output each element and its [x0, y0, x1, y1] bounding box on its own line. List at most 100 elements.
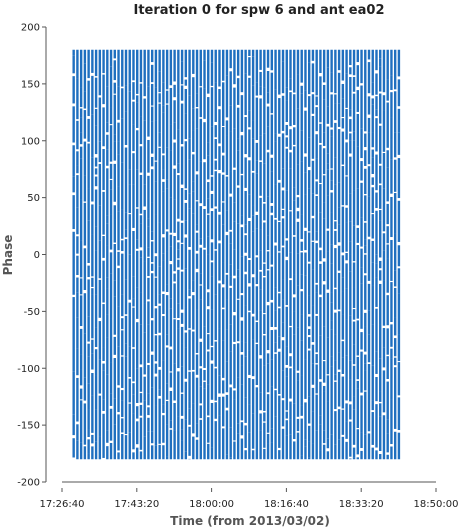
data-point-column — [390, 196, 393, 238]
data-point-column — [337, 155, 341, 183]
data-point-column — [214, 49, 217, 83]
data-point-column — [390, 446, 393, 460]
data-point-column — [304, 446, 307, 460]
data-point-column — [79, 146, 83, 159]
data-point-column — [91, 288, 94, 295]
data-point-column — [371, 187, 374, 214]
data-point-column — [375, 351, 378, 374]
data-point-column — [371, 278, 374, 286]
data-point-column — [382, 347, 386, 368]
data-point-column — [76, 348, 79, 376]
data-point-column — [326, 67, 330, 107]
data-point-column — [356, 146, 359, 189]
data-point-column — [379, 454, 382, 460]
data-point-column — [360, 85, 363, 129]
data-point-column — [393, 367, 397, 384]
data-point-column — [375, 118, 378, 152]
data-point-column — [244, 235, 247, 253]
data-point-column — [356, 278, 359, 319]
data-point-column — [218, 415, 221, 460]
data-point-column — [195, 423, 199, 438]
data-point-column — [289, 419, 292, 435]
data-point-column — [285, 87, 288, 101]
data-point-column — [229, 264, 232, 277]
data-point-column — [132, 49, 135, 81]
data-point-column — [386, 433, 389, 453]
data-point-column — [173, 283, 176, 319]
data-point-column — [76, 207, 79, 235]
data-point-column — [233, 315, 236, 342]
x-tick-label: 18:50:00 — [414, 499, 459, 510]
data-point-column — [330, 244, 333, 264]
data-point-column — [382, 110, 386, 152]
data-point-column — [255, 142, 259, 161]
data-point-column — [379, 391, 382, 402]
y-axis-label: Phase — [1, 235, 15, 276]
data-point-column — [147, 431, 150, 460]
data-point-column — [285, 190, 288, 219]
data-point-column — [210, 447, 214, 460]
data-point-column — [214, 421, 217, 460]
data-point-column — [270, 114, 274, 155]
data-point-column — [360, 128, 363, 159]
data-point-column — [315, 315, 318, 353]
data-point-column — [199, 118, 202, 162]
data-point-column — [79, 400, 83, 443]
data-point-column — [192, 130, 195, 152]
data-point-column — [184, 141, 188, 165]
data-point-column — [169, 372, 173, 388]
data-point-column — [76, 151, 79, 166]
data-point-column — [345, 263, 348, 289]
data-point-column — [180, 326, 184, 344]
data-point-column — [248, 93, 251, 111]
data-point-column — [352, 131, 356, 141]
data-point-column — [393, 357, 397, 366]
data-point-column — [386, 49, 389, 80]
data-point-column — [199, 238, 202, 245]
data-point-column — [143, 303, 146, 333]
data-point-column — [106, 86, 109, 123]
data-point-column — [113, 280, 116, 297]
data-point-column — [266, 235, 270, 251]
data-point-column — [225, 235, 229, 273]
data-point-column — [158, 444, 161, 460]
data-point-column — [158, 103, 161, 133]
data-point-column — [315, 394, 318, 431]
data-point-column — [225, 299, 229, 330]
data-point-column — [319, 153, 322, 183]
data-point-column — [91, 234, 94, 277]
data-point-column — [304, 230, 307, 251]
data-point-column — [345, 355, 348, 401]
data-point-column — [371, 104, 374, 133]
data-point-column — [334, 184, 337, 221]
data-point-column — [214, 160, 217, 170]
data-point-column — [109, 252, 113, 274]
data-point-column — [139, 49, 143, 83]
data-point-column — [91, 75, 94, 115]
data-point-column — [319, 424, 322, 451]
data-point-column — [349, 133, 352, 141]
data-point-column — [296, 121, 300, 165]
data-point-column — [386, 167, 389, 202]
data-point-column — [289, 280, 292, 326]
data-point-column — [349, 67, 352, 75]
data-point-column — [352, 190, 356, 226]
data-point-column — [337, 49, 341, 71]
data-point-column — [263, 365, 266, 411]
data-point-column — [379, 93, 382, 124]
data-point-column — [386, 244, 389, 259]
data-point-column — [285, 376, 288, 411]
data-point-column — [214, 294, 217, 341]
data-point-column — [177, 259, 180, 268]
data-point-column — [184, 88, 188, 114]
data-point-column — [113, 296, 116, 335]
data-point-column — [315, 96, 318, 106]
data-point-column — [259, 271, 262, 290]
data-point-column — [128, 214, 131, 255]
data-point-column — [289, 92, 292, 127]
data-point-column — [379, 66, 382, 92]
data-point-column — [352, 287, 356, 309]
data-point-column — [240, 227, 244, 257]
y-tick-label: -50 — [24, 307, 40, 318]
data-point-column — [184, 49, 188, 78]
